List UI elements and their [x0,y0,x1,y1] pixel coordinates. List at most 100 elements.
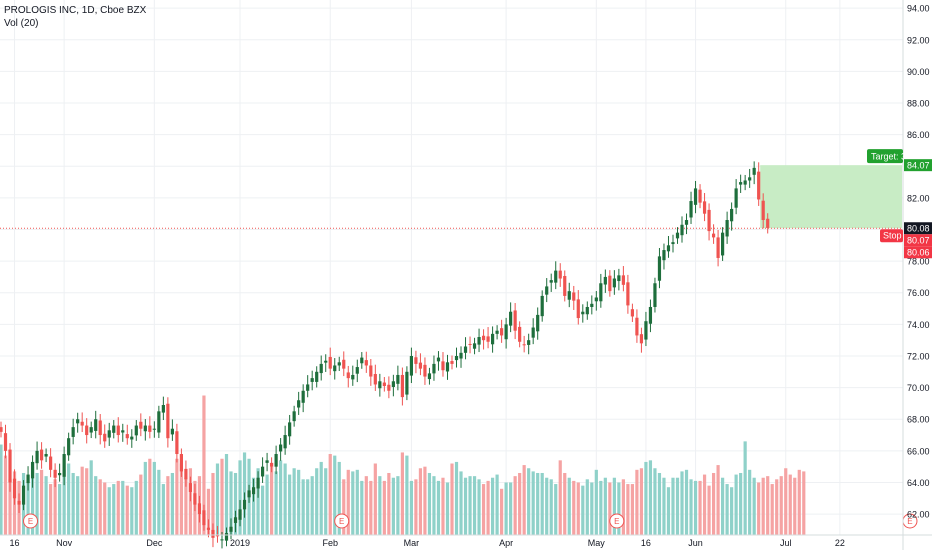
volume-bar [730,487,734,535]
volume-bar [725,484,729,535]
y-tick-label: 90.00 [907,67,930,77]
volume-bar [107,487,111,535]
volume-bar [337,461,341,535]
volume-bar [509,482,513,535]
candle-body [766,218,770,228]
volume-bar [612,477,616,535]
candle-body [725,220,729,237]
candle-body [531,327,535,338]
candle-body [481,335,486,341]
candle-body [67,438,71,456]
volume-bar [716,465,720,535]
candle-body [635,317,639,336]
volume-bar [184,477,188,535]
candle-body [265,460,269,463]
candle-body [518,326,522,342]
candle-body [184,468,188,480]
volume-bar [44,476,48,535]
volume-indicator-label[interactable]: Vol (20) [4,18,39,29]
x-tick-label: Dec [146,538,163,548]
volume-bar [436,480,441,535]
target-zone[interactable] [0,165,903,229]
volume-bar [603,477,607,535]
volume-bar [802,471,806,535]
candle-body [44,454,48,457]
volume-bar [62,469,66,535]
volume-bar [490,477,495,535]
candle-body [599,283,603,302]
volume-bar [319,461,323,535]
candle-body [689,201,693,218]
y-tick-label: 68.00 [907,415,930,425]
candle-body [490,333,495,345]
candle-body [260,466,265,477]
candle-body [224,533,229,541]
chart-legend[interactable]: PROLOGIS INC, 1D, Cboe BZX Vol (20) [4,4,146,30]
candle-body [134,425,138,436]
candle-body [274,454,278,467]
candle-body [536,314,540,332]
volume-bar [531,471,535,535]
candle-body [590,303,594,307]
volume-bar [76,476,80,535]
candle-body [202,510,206,526]
earnings-icon[interactable] [609,513,625,529]
candle-body [500,328,504,336]
volume-bar [400,452,404,535]
last-price-label: 80.08 [907,224,930,234]
volume-bar [662,477,666,535]
candle-body [743,180,747,185]
candle-body [707,209,711,232]
candle-body [355,367,359,374]
volume-bar [698,480,702,535]
volume-bar [270,466,274,535]
candle-body [238,509,242,520]
y-tick-label: 94.00 [907,4,930,14]
volume-bar [157,469,161,535]
volume-bar [333,455,337,535]
volume-bar [481,484,486,535]
candle-body [351,374,355,380]
candle-body [369,365,373,377]
candle-body [193,493,197,505]
volume-bar [689,479,693,535]
target-zone-fill[interactable] [760,165,902,229]
candle-body [279,444,283,452]
candle-body [450,361,454,364]
volume-bar [211,472,215,535]
volume-bar [536,472,540,535]
y-tick-label: 82.00 [907,193,930,203]
candle-body [468,343,472,345]
candle-body [143,425,147,432]
candle-body [581,311,585,315]
earnings-icon[interactable] [23,513,39,529]
volume-bar [143,461,147,535]
volume-bar [441,477,445,535]
volume-bar [251,477,256,535]
volume-bar [121,480,125,535]
earnings-icon[interactable] [334,513,350,529]
symbol-title[interactable]: PROLOGIS INC, 1D, Cboe BZX [4,5,147,16]
candle-body [567,291,571,300]
candle-body [540,295,544,317]
y-tick-label: 62.00 [907,510,930,520]
candle-body [463,346,468,353]
volume-bar [432,476,436,535]
volume-bar [599,480,603,535]
stop-price-label: 80.07 [907,236,930,246]
volume-bar [752,477,756,535]
y-tick-label: 64.00 [907,478,930,488]
volume-bar [644,461,648,535]
candle-body [698,189,702,203]
volume-bar [621,479,625,535]
volume-bar [30,466,35,535]
volume-bar [378,476,382,535]
candle-body [630,309,634,317]
target-label-box[interactable] [867,149,903,164]
volume-bar [355,469,359,535]
volume-bar [306,479,310,535]
volume-bar [220,458,224,535]
stop-label-box[interactable] [880,229,903,243]
